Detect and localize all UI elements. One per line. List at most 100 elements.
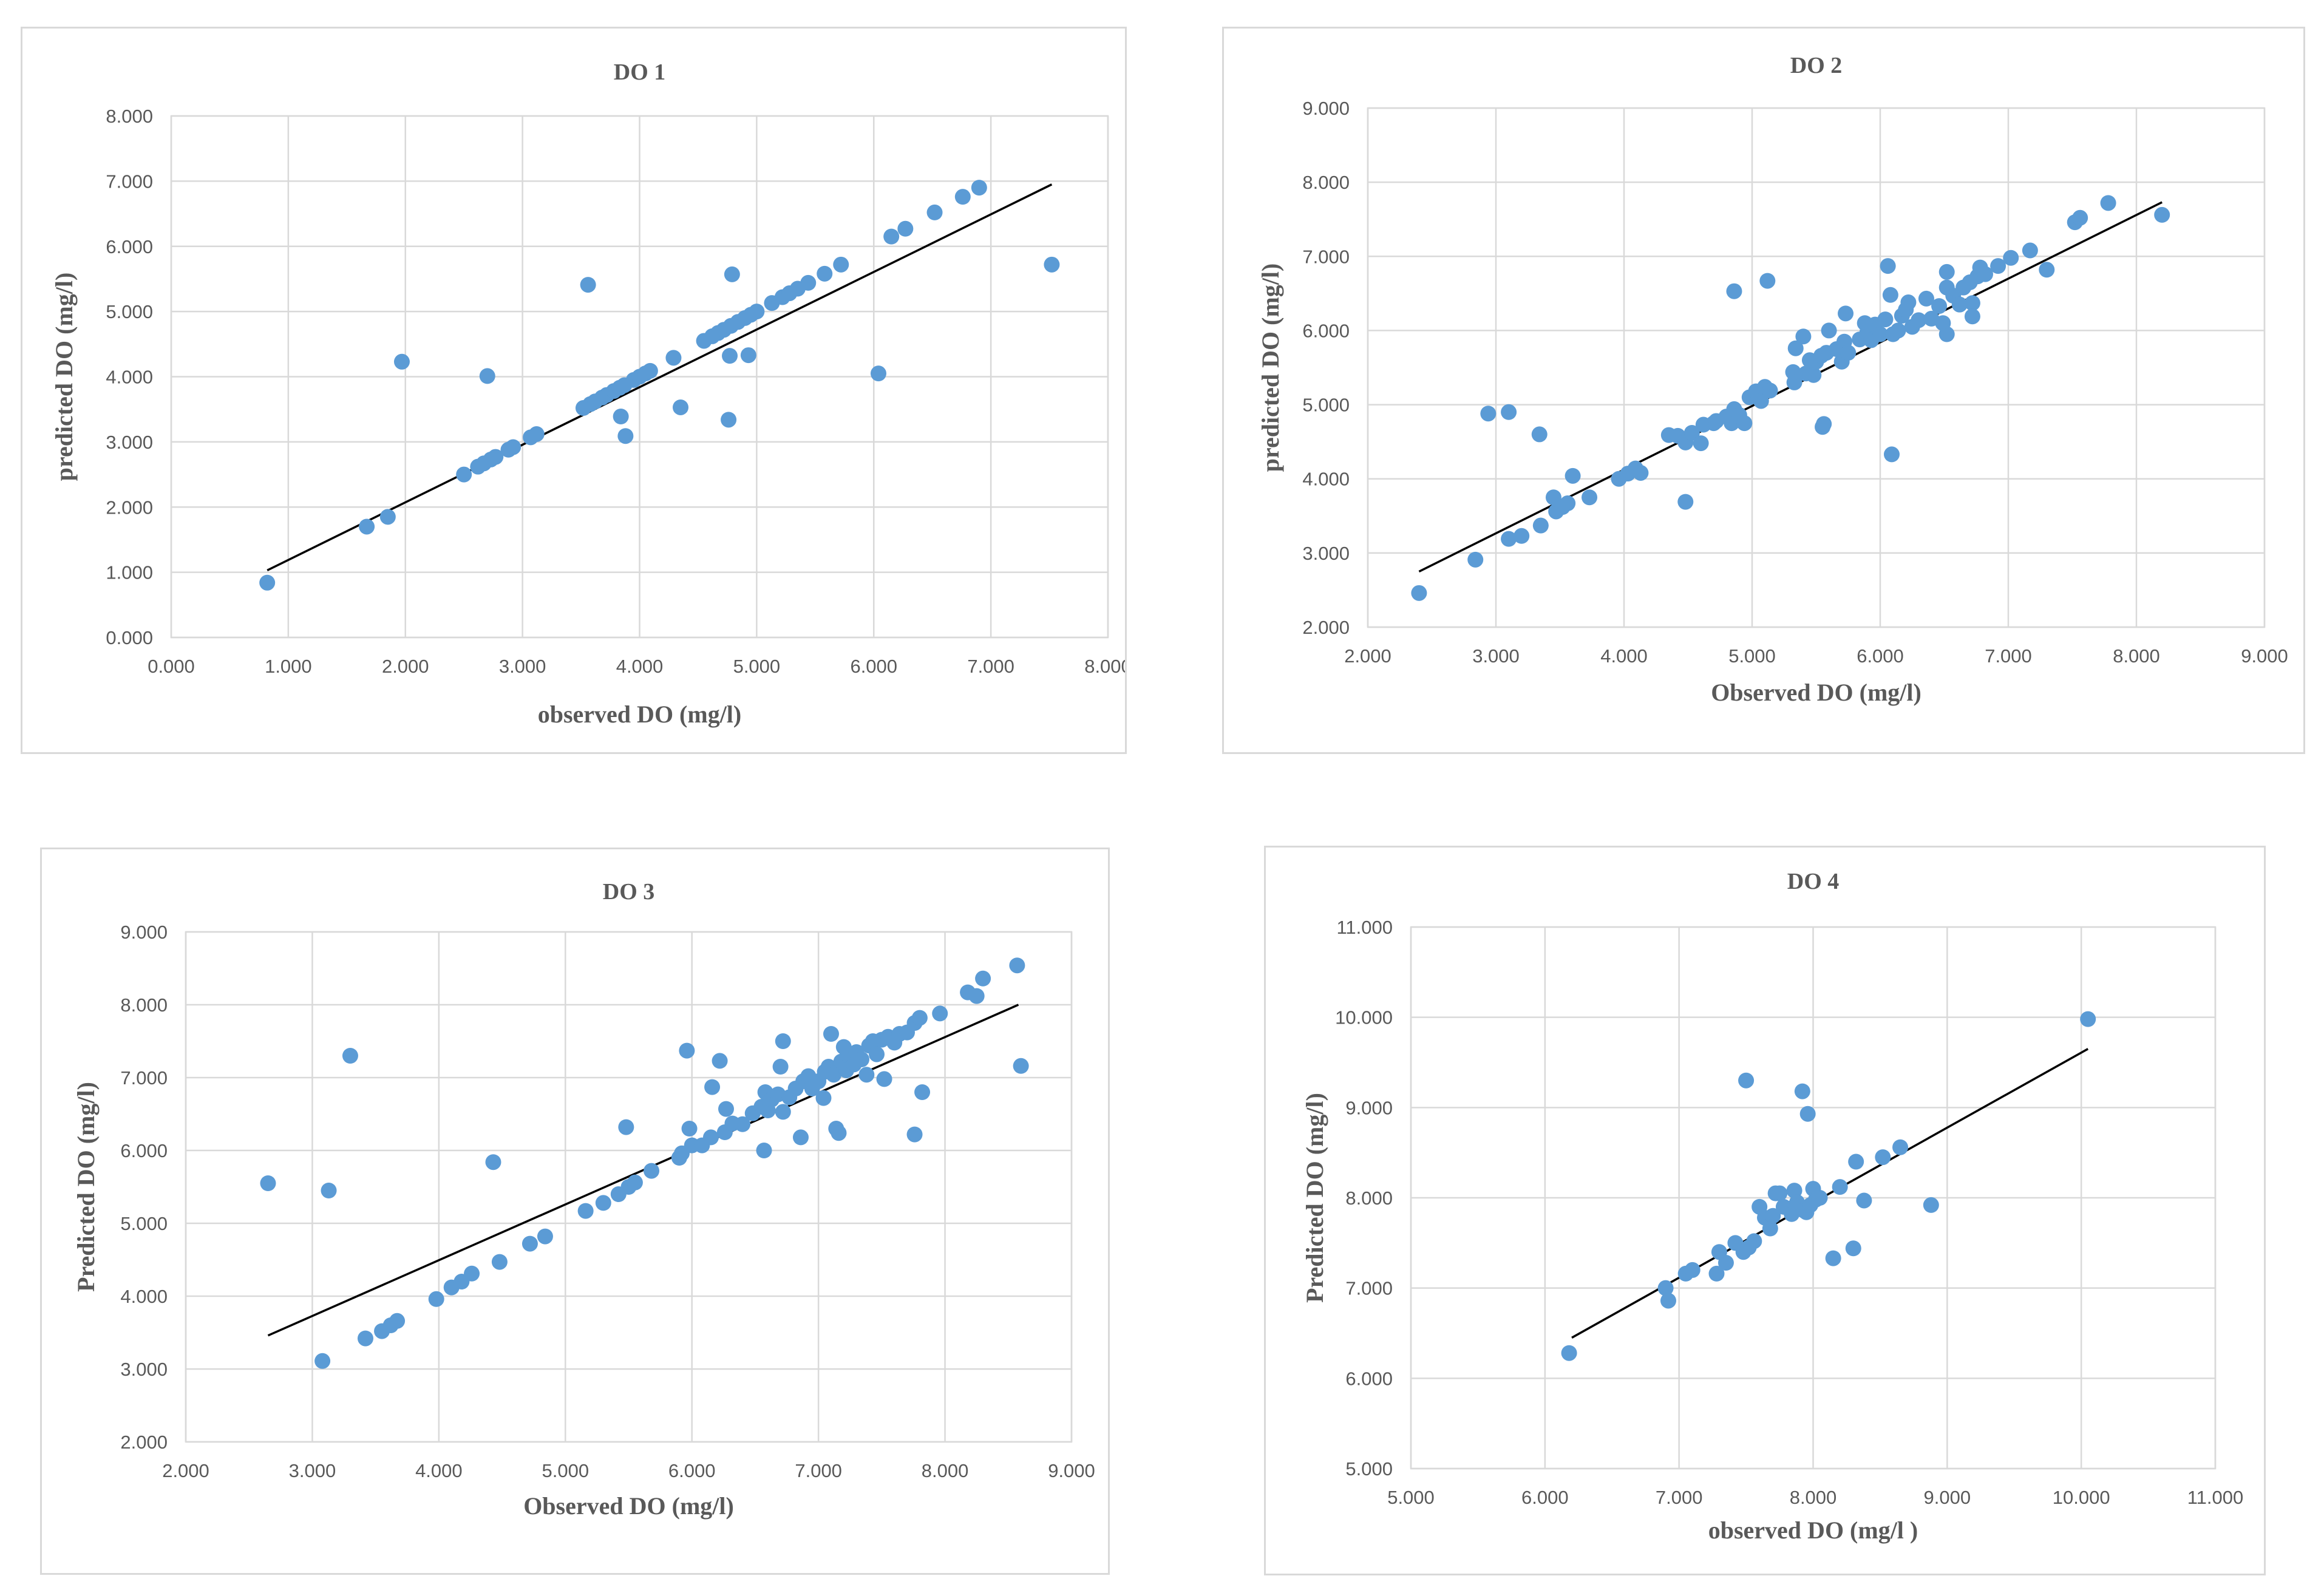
chart-do3-x-tick-label: 8.000: [922, 1460, 969, 1481]
chart-panel-do2: 2.000 3.000 4.000 5.000 6.000 7.000 8.000 9.000…: [1222, 27, 2305, 754]
chart-do3-data-point: [772, 1059, 789, 1075]
chart-do1-y-tick-label: 5.000: [106, 301, 153, 322]
chart-do1-x-tick-label: 1.000: [265, 656, 312, 677]
chart-do3-data-point: [627, 1174, 643, 1191]
chart-do1-data-point: [740, 347, 756, 364]
chart-do4-data-point: [1848, 1153, 1864, 1170]
chart-do3-x-tick-label: 7.000: [795, 1460, 842, 1481]
chart-do3-data-point: [342, 1048, 358, 1064]
chart-do4-x-tick-label: 6.000: [1521, 1487, 1569, 1508]
chart-do2-data-point: [1560, 495, 1576, 512]
chart-do3-data-point: [775, 1104, 791, 1120]
chart-do3-data-point: [618, 1119, 634, 1135]
chart-do3-data-point: [260, 1175, 276, 1191]
chart-do1-data-point: [870, 365, 886, 382]
chart-do2-y-tick-label: 3.000: [1302, 543, 1350, 564]
chart-do4-data-point: [1892, 1139, 1909, 1155]
chart-do1-y-tick-label: 1.000: [106, 562, 153, 583]
chart-do2-x-axis-label: Observed DO (mg/l): [1711, 679, 1921, 706]
chart-do2-data-point: [1532, 517, 1549, 534]
chart-do2-data-point: [1900, 294, 1917, 311]
chart-do4-y-tick-label: 9.000: [1345, 1097, 1393, 1118]
chart-do4-data-point: [1684, 1262, 1701, 1278]
chart-do2-data-point: [2100, 195, 2116, 211]
chart-do3-title: DO 3: [603, 879, 655, 905]
chart-do1-x-tick-label: 4.000: [616, 656, 664, 677]
chart-do4-y-tick-label: 8.000: [1345, 1187, 1393, 1209]
chart-do1-data-point: [800, 274, 817, 291]
chart-do3-data-point: [357, 1330, 373, 1347]
chart-do1-data-point: [1044, 256, 1060, 273]
chart-do3-data-point: [968, 988, 985, 1004]
chart-do3-data-point: [537, 1228, 553, 1245]
chart-do1-x-tick-label: 8.000: [1084, 656, 1125, 677]
chart-do2-data-point: [1882, 287, 1898, 303]
chart-do1-data-point: [642, 362, 658, 379]
chart-do1-x-tick-label: 3.000: [499, 656, 546, 677]
chart-do2-data-point: [1872, 326, 1888, 342]
chart-do2-data-point: [1911, 312, 1927, 328]
chart-panel-do3: 2.000 3.000 4.000 5.000 6.000 7.000 8.000 9.000…: [40, 848, 1110, 1575]
chart-do3-y-tick-label: 6.000: [120, 1140, 168, 1161]
chart-do4-data-point: [1856, 1192, 1872, 1209]
chart-do3-y-tick-label: 5.000: [120, 1213, 168, 1234]
chart-do2-y-tick-label: 6.000: [1302, 320, 1350, 341]
chart-do2-data-point: [2072, 209, 2088, 226]
chart-do2-x-tick-label: 7.000: [1985, 645, 2032, 667]
chart-do2-data-point: [1514, 528, 1530, 544]
chart-do3: 2.000 3.000 4.000 5.000 6.000 7.000 8.000 9.000…: [72, 879, 1095, 1520]
chart-do1-x-tick-label: 7.000: [967, 656, 1014, 677]
chart-do3-data-point: [869, 1046, 885, 1062]
chart-do3-x-tick-label: 6.000: [668, 1460, 716, 1481]
chart-do2-data-point: [1501, 404, 1517, 420]
chart-do2-data-point: [1821, 322, 1837, 339]
chart-do2: 2.000 3.000 4.000 5.000 6.000 7.000 8.000 9.000…: [1257, 53, 2288, 706]
chart-do1-data-point: [505, 439, 522, 455]
chart-do3-data-point: [975, 970, 991, 987]
chart-do2-data-point: [1531, 426, 1548, 443]
chart-do3-x-tick-label: 2.000: [162, 1460, 209, 1481]
chart-do1-x-tick-label: 2.000: [382, 656, 429, 677]
chart-do3-data-point: [815, 1090, 832, 1106]
chart-do2-y-tick-label: 9.000: [1302, 98, 1350, 119]
chart-do3-data-point: [712, 1053, 728, 1069]
chart-do2-data-point: [1977, 266, 1994, 282]
chart-do3-data-point: [679, 1042, 695, 1059]
chart-do4-data-point: [1772, 1185, 1788, 1201]
chart-do1-data-point: [926, 204, 943, 220]
chart-do4-data-point: [1794, 1083, 1810, 1099]
chart-do1-data-point: [673, 399, 689, 415]
chart-do2-x-tick-label: 6.000: [1857, 645, 1904, 667]
chart-do2-data-point: [1684, 424, 1700, 441]
chart-do2-data-point: [1964, 295, 1980, 311]
chart-do2-data-point: [1753, 393, 1769, 409]
chart-do4-data-point: [1657, 1280, 1674, 1296]
chart-do3-data-point: [522, 1235, 538, 1252]
chart-do2-data-point: [2039, 262, 2055, 278]
chart-do2-data-point: [1918, 290, 1934, 307]
chart-do3-data-point: [718, 1101, 734, 1117]
chart-do2-data-point: [1964, 308, 1980, 325]
chart-do3-data-point: [826, 1067, 842, 1083]
chart-do4-data-point: [1762, 1220, 1778, 1237]
chart-do2-x-tick-label: 9.000: [2241, 645, 2288, 667]
chart-do1: 0.000 1.000 2.000 3.000 4.000 5.000 6.000 7.000…: [50, 59, 1132, 728]
chart-do3-y-tick-label: 2.000: [120, 1432, 168, 1453]
chart-do2-data-point: [1806, 367, 1822, 383]
chart-do1-data-point: [617, 428, 634, 444]
chart-do1-data-point: [479, 368, 495, 384]
chart-do2-data-point: [1883, 446, 1900, 463]
chart-do3-y-tick-label: 3.000: [120, 1359, 168, 1380]
chart-do2-data-point: [1816, 416, 1832, 432]
chart-do2-data-point: [1877, 311, 1894, 328]
chart-do3-x-axis-label: Observed DO (mg/l): [523, 1492, 734, 1520]
chart-do2-data-point: [1565, 467, 1581, 484]
chart-do1-data-point: [833, 256, 849, 273]
chart-do3-data-point: [823, 1026, 839, 1042]
chart-do4-data-point: [1812, 1190, 1828, 1206]
chart-do2-data-point: [1890, 322, 1906, 339]
chart-do1-data-point: [883, 228, 900, 245]
chart-do3-x-tick-label: 5.000: [542, 1460, 589, 1481]
chart-do3-trendline: [267, 1004, 1019, 1337]
chart-do1-title: DO 1: [614, 59, 666, 85]
